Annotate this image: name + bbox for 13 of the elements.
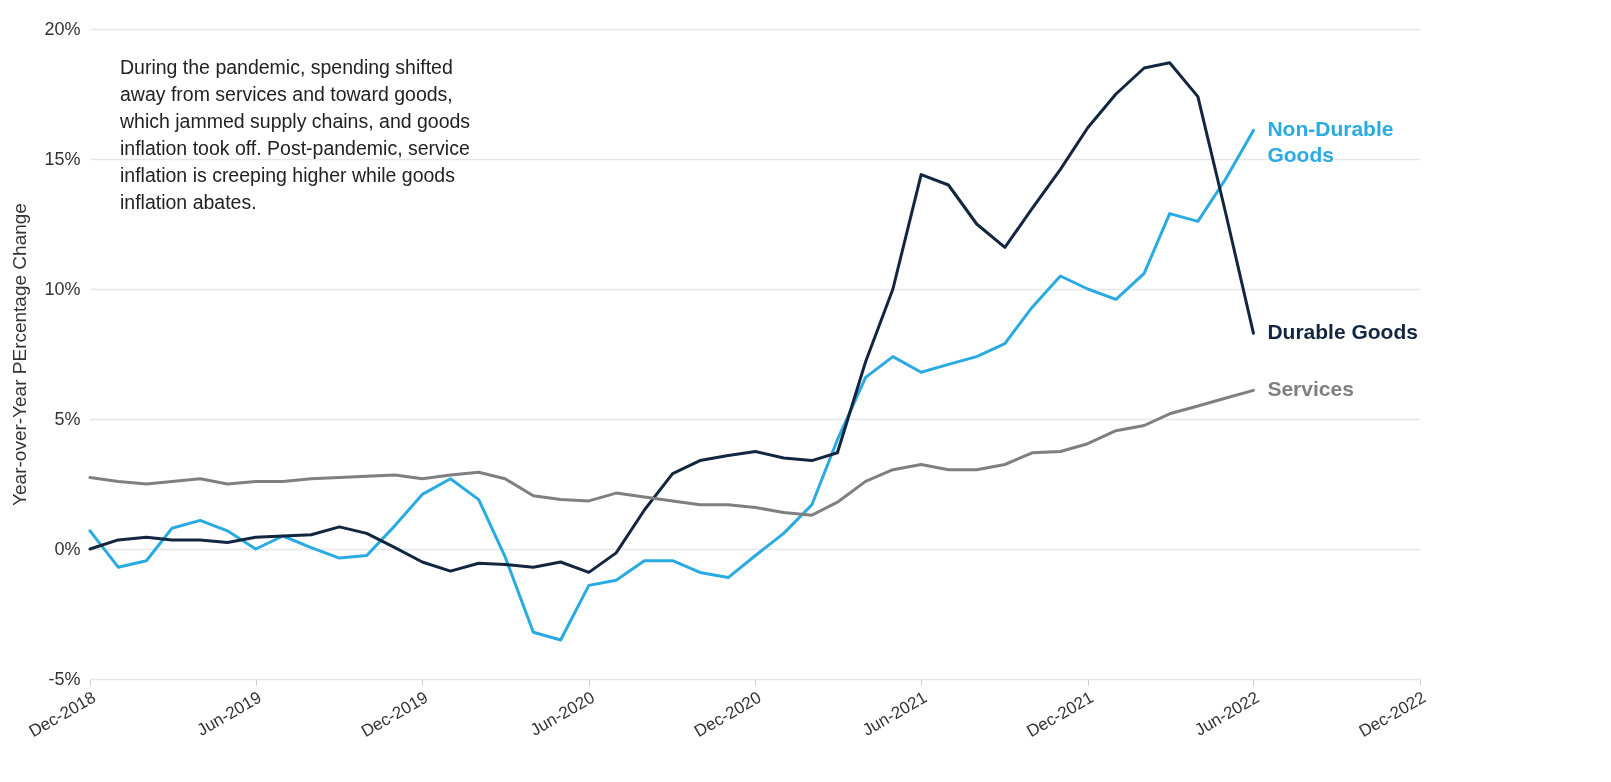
y-tick-label: -5%	[48, 668, 81, 689]
series-label: Non-Durable Goods	[1267, 117, 1394, 167]
y-tick-label: 20%	[44, 18, 81, 39]
y-axis-title: Year-over-Year PErcentage Change	[9, 203, 31, 506]
y-tick-label: 0%	[54, 538, 81, 559]
annotation: During the pandemic, spending shifted away from services and toward goods, which jammed supply chains, and goods inflation took off. Post-pandemic, service inflation is creeping higher while goods inflation abates.	[119, 56, 471, 213]
series-label: Durable Goods	[1267, 320, 1418, 344]
y-tick-label: 15%	[44, 148, 81, 169]
series-label: Services	[1267, 377, 1354, 401]
line-series	[88, 388, 1255, 517]
y-tick-label: 10%	[44, 278, 81, 299]
y-tick-label: 5%	[54, 408, 81, 429]
line-series	[88, 61, 1255, 574]
